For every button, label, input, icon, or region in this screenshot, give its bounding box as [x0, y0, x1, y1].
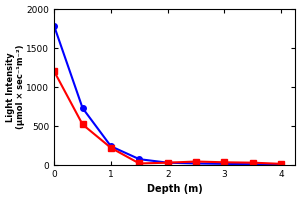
X-axis label: Depth (m): Depth (m) — [147, 184, 203, 194]
Y-axis label: Light Intensity
(μmol × sec⁻¹m⁻²): Light Intensity (μmol × sec⁻¹m⁻²) — [5, 45, 25, 129]
